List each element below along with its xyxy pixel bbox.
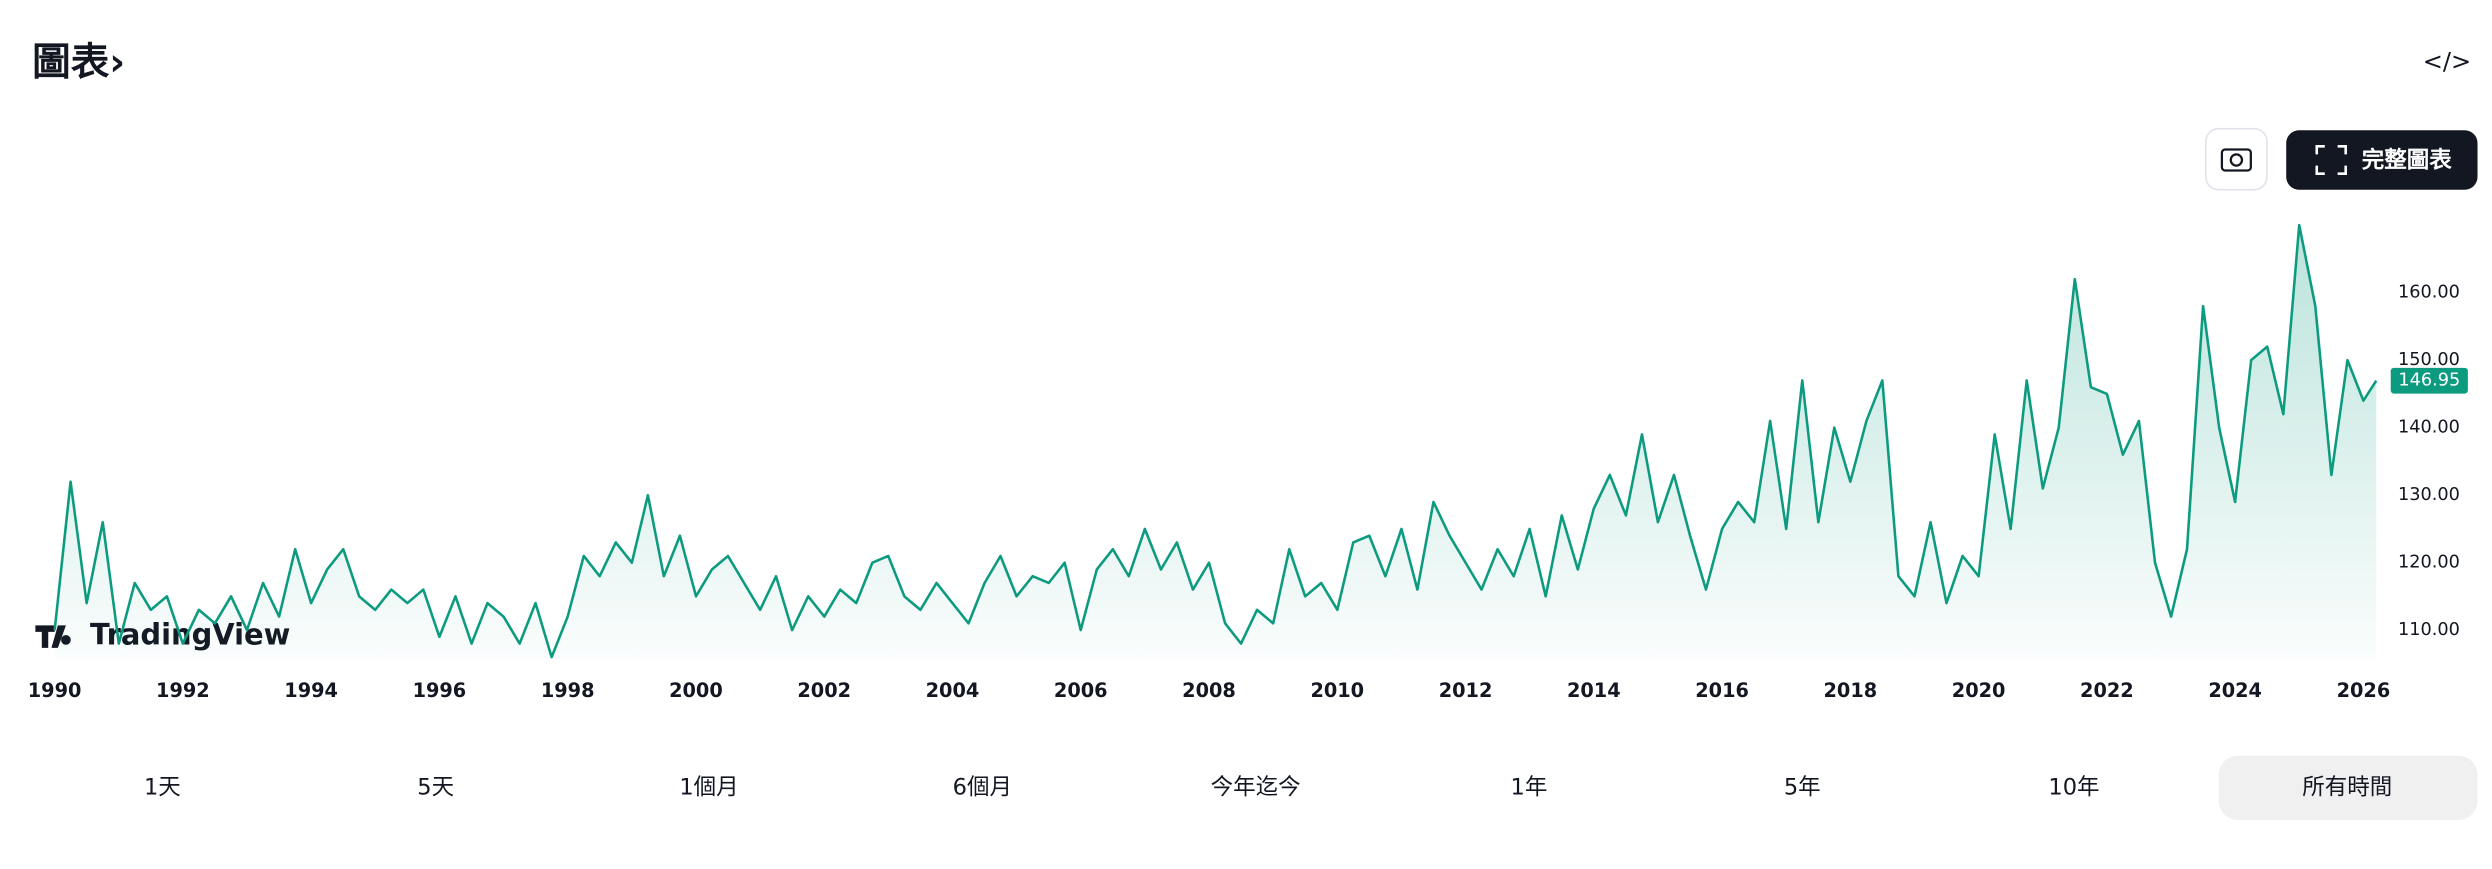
range-button[interactable]: 所有時間	[2302, 774, 2392, 800]
y-tick-label: 120.00	[2398, 553, 2460, 573]
active-range-bg[interactable]	[2218, 755, 2478, 820]
last-price-badge	[2390, 367, 2468, 394]
x-tick-label: 1992	[156, 679, 210, 702]
x-tick-label: 2024	[2208, 679, 2262, 702]
y-tick-label: 150.00	[2398, 350, 2460, 370]
range-button[interactable]: 6個月	[953, 774, 1012, 800]
x-tick-label: 2002	[797, 679, 851, 702]
camera-button[interactable]	[2205, 127, 2268, 191]
expand-icon	[2315, 145, 2347, 175]
camera-body	[2220, 148, 2252, 172]
range-button[interactable]: 5年	[1784, 774, 1821, 800]
camera-frame[interactable]	[2205, 127, 2268, 191]
x-tick-label: 1990	[28, 679, 82, 702]
range-button[interactable]: 1天	[144, 774, 181, 800]
x-tick-label: 2000	[669, 679, 723, 702]
range-button[interactable]: 今年迄今	[1211, 774, 1301, 800]
x-tick-label: 1996	[413, 679, 467, 702]
camera-lens	[2229, 153, 2244, 167]
range-button[interactable]: 10年	[2048, 774, 2099, 800]
x-tick-label: 2012	[1439, 679, 1493, 702]
x-tick-label: 2018	[1824, 679, 1878, 702]
y-tick-label: 130.00	[2398, 485, 2460, 505]
x-tick-label: 2010	[1310, 679, 1364, 702]
x-tick-label: 2022	[2080, 679, 2134, 702]
range-button[interactable]: 1年	[1511, 774, 1548, 800]
page-title[interactable]: 圖表›	[32, 40, 125, 85]
full-chart-bg[interactable]	[2286, 130, 2478, 190]
price-line	[53, 223, 2378, 659]
x-tick-label: 2014	[1567, 679, 1621, 702]
last-price-label: 146.95	[2398, 371, 2460, 391]
y-tick-label: 140.00	[2398, 418, 2460, 438]
x-tick-label: 2026	[2337, 679, 2391, 702]
x-tick-label: 2006	[1054, 679, 1108, 702]
range-button[interactable]: 5天	[417, 774, 454, 800]
x-tick-label: 1998	[541, 679, 595, 702]
y-tick-label: 160.00	[2398, 283, 2460, 303]
full-chart-button[interactable]: 完整圖表	[2286, 130, 2478, 190]
x-tick-label: 2004	[926, 679, 980, 702]
y-tick-label: 110.00	[2398, 620, 2460, 640]
embed-icon[interactable]: </>	[2423, 48, 2472, 76]
x-tick-label: 2020	[1952, 679, 2006, 702]
x-tick-label: 1994	[284, 679, 338, 702]
area-fill	[54, 225, 2377, 660]
x-tick-label: 2008	[1182, 679, 1236, 702]
full-chart-label[interactable]: 完整圖表	[2362, 146, 2453, 173]
x-tick-label: 2016	[1695, 679, 1749, 702]
range-button[interactable]: 1個月	[679, 774, 738, 800]
